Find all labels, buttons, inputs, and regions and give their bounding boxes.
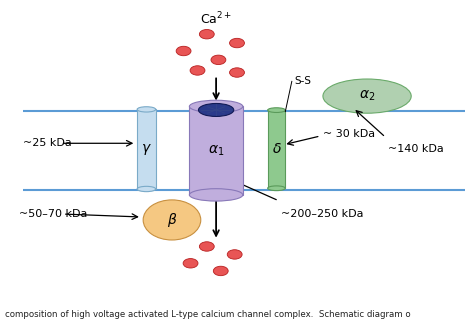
Text: Ca$^{2+}$: Ca$^{2+}$: [200, 11, 232, 28]
Ellipse shape: [137, 186, 155, 191]
Ellipse shape: [143, 200, 201, 240]
Circle shape: [200, 29, 214, 39]
Text: ~ 30 kDa: ~ 30 kDa: [323, 130, 375, 139]
Circle shape: [200, 242, 214, 251]
Circle shape: [227, 250, 242, 259]
Circle shape: [213, 266, 228, 276]
Ellipse shape: [268, 108, 285, 112]
Bar: [190, 107, 243, 195]
Text: ~25 kDa: ~25 kDa: [23, 138, 72, 148]
Circle shape: [176, 46, 191, 56]
Circle shape: [190, 66, 205, 75]
Text: $\alpha_1$: $\alpha_1$: [208, 144, 224, 158]
Circle shape: [211, 55, 226, 64]
Ellipse shape: [190, 100, 243, 113]
Ellipse shape: [323, 79, 411, 113]
Circle shape: [229, 68, 245, 77]
Circle shape: [183, 259, 198, 268]
Text: ~140 kDa: ~140 kDa: [388, 144, 444, 154]
Bar: [137, 110, 155, 189]
Ellipse shape: [137, 107, 155, 112]
Text: ~200–250 kDa: ~200–250 kDa: [281, 209, 364, 219]
Text: ~50–70 kDa: ~50–70 kDa: [18, 209, 87, 219]
Text: $\alpha_2$: $\alpha_2$: [359, 89, 375, 103]
Circle shape: [229, 38, 245, 48]
Ellipse shape: [199, 103, 234, 116]
Text: $\delta$: $\delta$: [272, 142, 282, 156]
Text: composition of high voltage activated L-type calcium channel complex.  Schematic: composition of high voltage activated L-…: [5, 310, 410, 319]
Text: $\gamma$: $\gamma$: [141, 142, 152, 157]
Text: $\beta$: $\beta$: [167, 211, 177, 229]
Bar: [268, 110, 285, 188]
Ellipse shape: [268, 186, 285, 191]
Text: S-S: S-S: [294, 76, 311, 87]
Ellipse shape: [190, 189, 243, 201]
